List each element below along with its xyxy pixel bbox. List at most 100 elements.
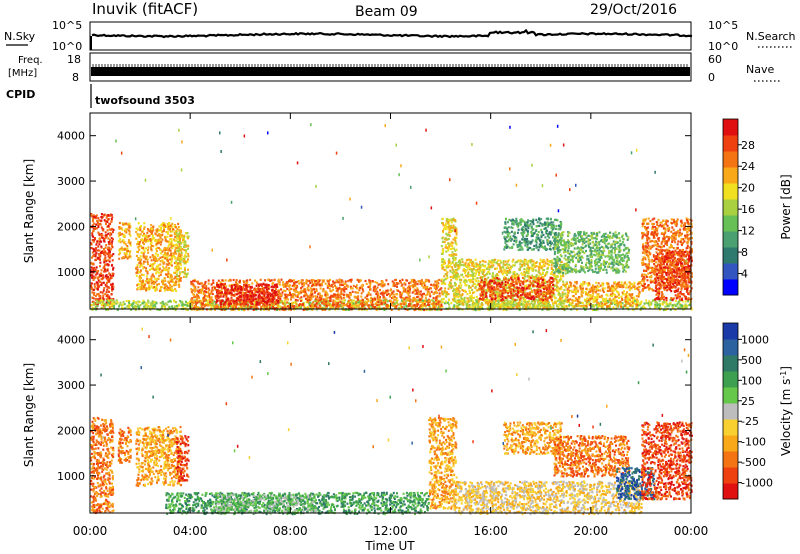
power-cell [677,301,680,304]
power-cell [144,280,147,283]
power-cell [296,299,299,302]
power-cell [661,301,664,304]
power-cell [552,307,555,310]
power-cell [342,283,345,287]
frequency-tick-top: 18 [67,53,81,66]
power-cell [399,291,401,294]
power-cell [291,305,294,308]
power-cell [681,300,684,303]
power-cell [319,284,321,287]
power-cell [187,237,189,240]
power-cell [647,302,650,305]
power-cell [452,299,455,302]
power-cell [127,229,130,232]
power-cell [105,216,108,219]
power-cell [105,234,108,237]
power-cell [187,268,190,271]
power-cell [309,301,312,304]
power-cell [341,306,344,309]
power-cell [127,306,130,309]
power-cell [643,302,646,305]
power-cell [291,284,294,287]
power-cell [146,270,149,273]
power-cell [553,300,556,303]
power-cell [158,282,161,286]
power-cell [238,306,241,309]
power-cell [113,300,116,303]
power-cell [474,304,477,307]
power-cell [166,286,169,289]
power-cell [355,287,358,290]
power-cell [259,278,262,281]
power-cell [229,278,232,281]
power-cell [100,234,103,237]
power-cell [374,298,377,301]
power-cell [340,281,343,284]
power-cell [328,283,331,286]
power-cell [395,297,398,300]
power-cell [140,251,143,254]
power-cell [638,304,641,307]
power-cell [444,300,447,303]
power-cell [541,269,544,272]
frequency-band [91,67,690,76]
power-cell [95,227,98,230]
power-cell [111,227,114,230]
power-cell [111,259,114,262]
power-cell [150,306,153,309]
power-cell [658,303,661,306]
power-cell [231,306,234,309]
power-cell [624,303,627,306]
power-cell [183,255,186,258]
power-cell [244,300,247,303]
power-cell [91,224,94,227]
power-cell [91,215,94,218]
power-cell [121,232,124,236]
power-cell [241,286,244,289]
power-cell [656,305,659,309]
power-cell [184,251,187,254]
power-cell [381,293,384,296]
power-cell [335,286,338,290]
power-cell [179,238,181,241]
power-cell [301,282,304,285]
power-cell [164,225,167,228]
power-cell [347,295,350,298]
power-cell [106,288,109,291]
power-cell [229,292,232,295]
power-cell [293,293,296,296]
power-cell [147,251,150,254]
power-cell [367,304,370,307]
power-cell [437,285,440,288]
power-cell [450,247,452,251]
power-cell [95,252,98,255]
power-cell [460,296,463,299]
power-cell [178,242,181,246]
power-cell [98,234,101,237]
power-cell [257,296,260,299]
power-cell [201,303,204,307]
power-cell [95,287,98,290]
power-cell [194,295,197,299]
power-cell [104,274,107,278]
power-cell [411,278,414,282]
power-cell [170,256,173,259]
power-cell [295,302,298,305]
power-cell [249,293,252,296]
power-cell [639,308,642,311]
power-cell [138,233,141,236]
power-cell [290,302,293,305]
power-cell [401,292,403,295]
power-cell [161,259,164,262]
power-cell [452,307,455,310]
power-cell [342,296,345,299]
power-cell [100,281,103,284]
power-cell [184,268,186,271]
power-cell [459,264,462,267]
power-cell [220,287,223,290]
power-cell [447,221,450,224]
power-cell [386,299,389,302]
power-cell [272,291,275,294]
power-cell [665,302,668,305]
